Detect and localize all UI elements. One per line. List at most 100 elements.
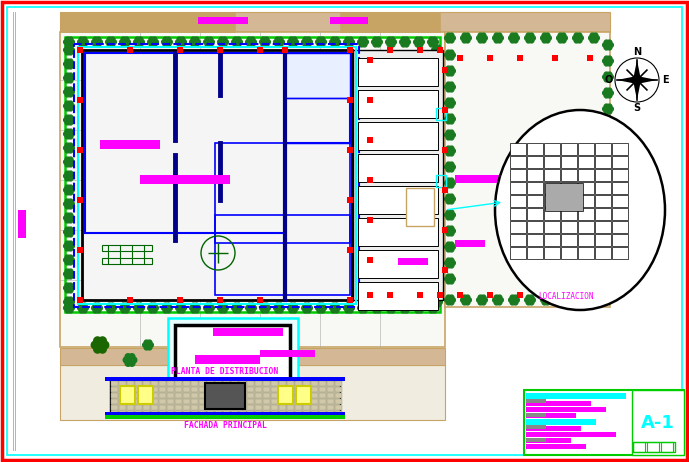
Circle shape — [302, 40, 307, 44]
Bar — [347, 47, 353, 53]
Circle shape — [435, 104, 439, 108]
Circle shape — [448, 245, 452, 249]
Circle shape — [68, 176, 73, 181]
Circle shape — [305, 306, 309, 310]
Circle shape — [432, 230, 436, 234]
Circle shape — [68, 303, 73, 308]
Bar — [527, 156, 543, 168]
Circle shape — [359, 43, 364, 47]
Circle shape — [70, 202, 74, 207]
Circle shape — [278, 308, 282, 313]
Bar — [358, 250, 438, 278]
Circle shape — [436, 92, 441, 97]
Circle shape — [68, 269, 73, 274]
Circle shape — [67, 146, 71, 150]
Bar — [294, 411, 302, 415]
Circle shape — [308, 306, 312, 310]
Circle shape — [431, 40, 435, 44]
Circle shape — [528, 36, 532, 40]
Circle shape — [604, 56, 609, 61]
Bar — [633, 442, 645, 452]
Circle shape — [435, 202, 439, 206]
Bar — [358, 58, 438, 86]
Circle shape — [181, 37, 185, 42]
Circle shape — [65, 269, 70, 274]
Circle shape — [120, 306, 124, 310]
Circle shape — [400, 306, 404, 310]
Circle shape — [563, 298, 567, 302]
Circle shape — [604, 216, 609, 221]
Bar — [278, 381, 285, 385]
Circle shape — [449, 82, 454, 87]
Circle shape — [63, 258, 68, 262]
Circle shape — [606, 219, 610, 223]
Circle shape — [433, 297, 438, 302]
Circle shape — [294, 40, 298, 44]
Circle shape — [436, 162, 441, 167]
Bar — [263, 411, 269, 415]
Circle shape — [604, 45, 609, 50]
Bar — [526, 426, 581, 431]
Bar — [578, 156, 594, 168]
Circle shape — [595, 36, 599, 40]
Circle shape — [63, 174, 68, 178]
Circle shape — [386, 40, 390, 44]
Circle shape — [499, 298, 504, 302]
Bar — [442, 267, 448, 273]
Circle shape — [429, 43, 434, 47]
Circle shape — [107, 37, 112, 42]
Circle shape — [263, 40, 267, 44]
Circle shape — [577, 38, 582, 43]
Circle shape — [96, 303, 101, 308]
Text: S: S — [633, 103, 641, 113]
Circle shape — [607, 237, 612, 242]
Circle shape — [606, 59, 610, 63]
Circle shape — [444, 53, 449, 57]
Circle shape — [68, 115, 73, 120]
Bar — [174, 393, 181, 397]
Circle shape — [191, 303, 196, 308]
Circle shape — [433, 143, 438, 148]
Circle shape — [603, 123, 607, 128]
Circle shape — [497, 295, 502, 300]
Bar — [442, 107, 448, 113]
Circle shape — [306, 43, 311, 47]
Circle shape — [448, 69, 452, 73]
Circle shape — [181, 303, 185, 308]
Bar — [294, 393, 302, 397]
Bar — [318, 393, 325, 397]
Circle shape — [449, 98, 454, 103]
Circle shape — [194, 308, 199, 313]
Circle shape — [138, 308, 143, 313]
Circle shape — [306, 308, 311, 313]
Bar — [100, 140, 160, 149]
Bar — [544, 169, 560, 181]
Circle shape — [524, 36, 529, 40]
Circle shape — [607, 269, 612, 274]
Bar — [285, 53, 350, 143]
Circle shape — [436, 199, 441, 204]
Circle shape — [446, 215, 451, 220]
Bar — [271, 411, 278, 415]
Circle shape — [67, 258, 71, 262]
Circle shape — [65, 143, 70, 148]
Circle shape — [277, 306, 281, 310]
Circle shape — [595, 298, 599, 302]
Circle shape — [345, 37, 350, 42]
Circle shape — [387, 303, 392, 308]
Circle shape — [433, 232, 438, 237]
Bar — [327, 405, 333, 409]
Circle shape — [603, 59, 607, 63]
Circle shape — [436, 73, 441, 78]
Circle shape — [63, 272, 68, 276]
Circle shape — [433, 302, 438, 307]
Circle shape — [373, 303, 378, 308]
Bar — [561, 143, 577, 155]
Circle shape — [444, 245, 449, 249]
Circle shape — [345, 303, 350, 308]
Bar — [138, 386, 153, 404]
Circle shape — [68, 213, 73, 218]
Circle shape — [436, 101, 441, 106]
Circle shape — [608, 251, 613, 255]
Circle shape — [418, 43, 423, 47]
